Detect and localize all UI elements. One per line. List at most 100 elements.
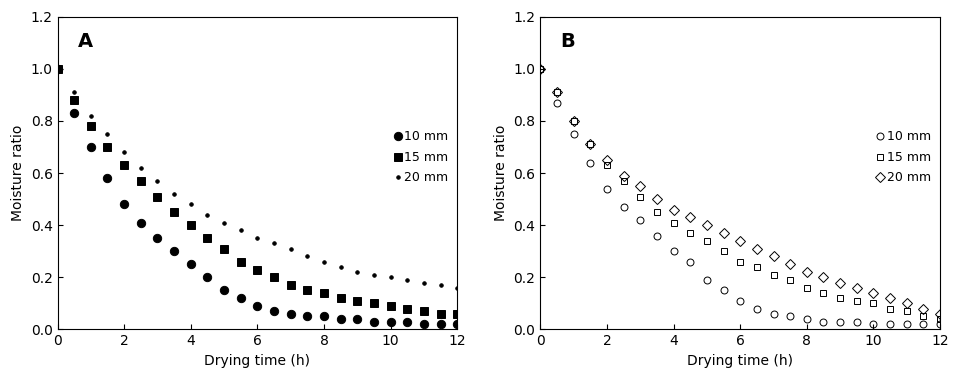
20 mm	[851, 285, 862, 290]
20 mm	[734, 238, 746, 243]
20 mm	[535, 66, 546, 71]
15 mm	[918, 314, 929, 319]
20 mm	[168, 192, 180, 196]
10 mm	[268, 309, 279, 313]
15 mm	[401, 306, 413, 311]
20 mm	[551, 90, 563, 94]
20 mm	[401, 278, 413, 282]
15 mm	[118, 163, 130, 168]
20 mm	[684, 215, 696, 220]
10 mm	[801, 317, 812, 321]
15 mm	[568, 119, 580, 123]
20 mm	[102, 132, 113, 136]
Text: A: A	[78, 32, 93, 51]
20 mm	[635, 184, 646, 188]
15 mm	[252, 267, 263, 272]
10 mm	[818, 319, 829, 324]
20 mm	[718, 231, 730, 235]
15 mm	[535, 66, 546, 71]
15 mm	[901, 309, 913, 313]
Legend: 10 mm, 15 mm, 20 mm: 10 mm, 15 mm, 20 mm	[392, 128, 451, 187]
15 mm	[801, 285, 812, 290]
15 mm	[218, 246, 229, 251]
Y-axis label: Moisture ratio: Moisture ratio	[12, 125, 25, 221]
10 mm	[118, 202, 130, 207]
10 mm	[868, 322, 879, 327]
10 mm	[535, 66, 546, 71]
10 mm	[651, 233, 662, 238]
15 mm	[335, 296, 347, 301]
10 mm	[68, 111, 80, 115]
20 mm	[834, 280, 846, 285]
15 mm	[351, 299, 363, 303]
10 mm	[235, 296, 247, 301]
10 mm	[435, 322, 446, 327]
10 mm	[684, 259, 696, 264]
15 mm	[585, 142, 596, 147]
Line: 20 mm: 20 mm	[537, 65, 944, 317]
10 mm	[419, 322, 430, 327]
20 mm	[934, 312, 946, 316]
15 mm	[934, 317, 946, 321]
15 mm	[235, 259, 247, 264]
15 mm	[818, 291, 829, 295]
20 mm	[818, 275, 829, 280]
20 mm	[868, 291, 879, 295]
20 mm	[351, 270, 363, 274]
15 mm	[268, 275, 279, 280]
10 mm	[385, 319, 396, 324]
10 mm	[668, 249, 680, 254]
15 mm	[884, 306, 896, 311]
20 mm	[651, 197, 662, 201]
Y-axis label: Moisture ratio: Moisture ratio	[493, 125, 508, 221]
15 mm	[635, 194, 646, 199]
20 mm	[568, 119, 580, 123]
10 mm	[102, 176, 113, 180]
20 mm	[918, 306, 929, 311]
15 mm	[68, 98, 80, 102]
15 mm	[668, 220, 680, 225]
20 mm	[385, 275, 396, 280]
20 mm	[235, 228, 247, 233]
20 mm	[135, 166, 147, 170]
10 mm	[834, 319, 846, 324]
10 mm	[401, 319, 413, 324]
10 mm	[335, 317, 347, 321]
15 mm	[435, 312, 446, 316]
15 mm	[385, 304, 396, 308]
10 mm	[734, 299, 746, 303]
15 mm	[319, 291, 330, 295]
10 mm	[851, 319, 862, 324]
15 mm	[751, 265, 762, 269]
10 mm	[451, 322, 463, 327]
10 mm	[319, 314, 330, 319]
Line: 15 mm: 15 mm	[54, 64, 462, 318]
10 mm	[301, 314, 313, 319]
20 mm	[202, 213, 213, 217]
20 mm	[52, 66, 63, 71]
10 mm	[718, 288, 730, 293]
20 mm	[185, 202, 197, 207]
20 mm	[118, 150, 130, 155]
Line: 10 mm: 10 mm	[537, 65, 944, 328]
X-axis label: Drying time (h): Drying time (h)	[204, 354, 310, 368]
15 mm	[718, 249, 730, 254]
15 mm	[784, 278, 796, 282]
10 mm	[568, 132, 580, 136]
15 mm	[651, 210, 662, 215]
15 mm	[85, 124, 97, 128]
20 mm	[252, 236, 263, 241]
20 mm	[768, 254, 780, 259]
Text: B: B	[561, 32, 575, 51]
10 mm	[52, 66, 63, 71]
20 mm	[751, 246, 762, 251]
10 mm	[152, 236, 163, 241]
10 mm	[351, 317, 363, 321]
20 mm	[668, 207, 680, 212]
15 mm	[152, 194, 163, 199]
15 mm	[419, 309, 430, 313]
10 mm	[918, 322, 929, 327]
10 mm	[218, 288, 229, 293]
20 mm	[68, 90, 80, 94]
20 mm	[701, 223, 712, 227]
